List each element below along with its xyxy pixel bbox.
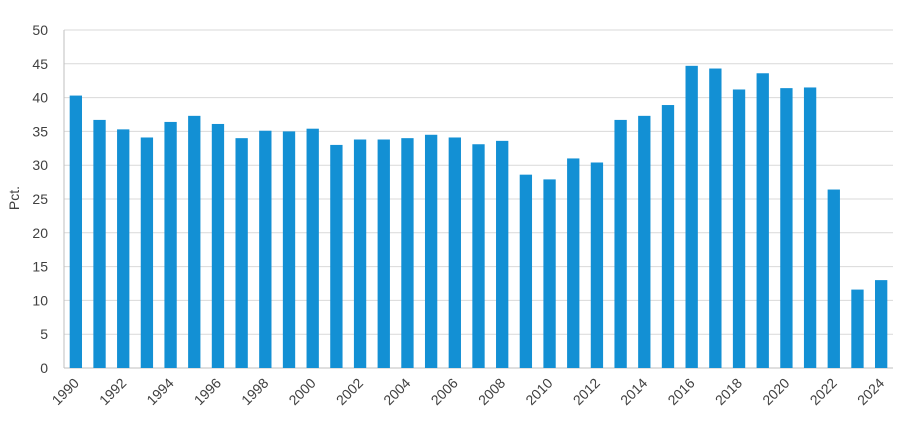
- bar-2020: [780, 88, 793, 369]
- x-axis-ticks: 1990 1992 1994 1996 1998 2000 2002 2004 2006 2008…: [49, 375, 888, 408]
- bar-2011: [567, 158, 580, 368]
- bar-1990: [69, 95, 83, 369]
- x-tick-label: 2024: [854, 375, 887, 408]
- y-axis-title: Pct.: [6, 186, 22, 210]
- y-tick-label: 45: [32, 56, 48, 72]
- y-tick-label: 0: [40, 360, 48, 376]
- y-tick-label: 50: [32, 22, 48, 38]
- bar-2008: [496, 140, 509, 368]
- bar-2010: [543, 179, 556, 368]
- x-tick-label: 1990: [49, 375, 82, 408]
- y-tick-label: 15: [32, 259, 48, 275]
- bar-2001: [330, 144, 343, 368]
- x-tick-label: 2022: [807, 375, 840, 408]
- bar-1993: [140, 137, 154, 368]
- x-tick-label: 1996: [191, 375, 224, 408]
- bar-2012: [590, 162, 604, 368]
- bar-2006: [448, 137, 461, 368]
- x-tick-label: 2018: [712, 375, 745, 408]
- bar-1997: [235, 138, 248, 368]
- x-tick-label: 2008: [475, 375, 508, 408]
- bar-2023: [851, 289, 864, 368]
- x-tick-label: 2002: [333, 375, 366, 408]
- x-tick-label: 2014: [617, 375, 650, 408]
- bar-1999: [282, 131, 296, 368]
- bar-2004: [401, 138, 414, 368]
- bar-2013: [614, 119, 627, 369]
- bar-1998: [259, 130, 272, 368]
- bar-1995: [188, 115, 201, 369]
- bar-1991: [93, 119, 106, 369]
- bar-2007: [472, 144, 485, 368]
- y-tick-label: 20: [32, 225, 48, 241]
- bar-2019: [756, 73, 769, 368]
- x-tick-label: 2004: [380, 375, 413, 408]
- x-tick-label: 2016: [664, 375, 697, 408]
- y-tick-label: 10: [32, 292, 48, 308]
- y-tick-label: 30: [32, 157, 48, 173]
- y-tick-label: 25: [32, 191, 48, 207]
- bar-2003: [377, 139, 390, 368]
- y-tick-label: 5: [40, 326, 48, 342]
- x-tick-label: 2010: [522, 375, 555, 408]
- x-tick-label: 2000: [285, 375, 318, 408]
- bar-2018: [732, 89, 746, 368]
- bar-2024: [874, 280, 888, 368]
- x-tick-label: 2012: [570, 375, 603, 408]
- x-tick-label: 1998: [238, 375, 271, 408]
- bar-2021: [803, 87, 817, 369]
- bar-2005: [424, 134, 438, 368]
- bar-2017: [709, 68, 722, 369]
- bar-2009: [519, 174, 533, 368]
- x-tick-label: 2006: [428, 375, 461, 408]
- y-tick-label: 40: [32, 90, 48, 106]
- bars: [69, 65, 888, 369]
- bar-1994: [164, 121, 177, 368]
- bar-2014: [638, 115, 651, 369]
- y-axis-ticks: 0 5 10 15 20 25 30 35 40 45 50: [32, 22, 48, 376]
- x-tick-label: 1992: [96, 375, 129, 408]
- y-tick-label: 35: [32, 123, 48, 139]
- bar-1996: [211, 123, 225, 369]
- bar-1992: [117, 129, 130, 368]
- bar-2002: [353, 139, 367, 368]
- x-tick-label: 2020: [759, 375, 792, 408]
- bar-2015: [661, 105, 675, 368]
- bar-2000: [306, 128, 319, 368]
- bar-2016: [685, 65, 698, 368]
- x-tick-label: 1994: [143, 375, 176, 408]
- bar-2022: [827, 189, 840, 368]
